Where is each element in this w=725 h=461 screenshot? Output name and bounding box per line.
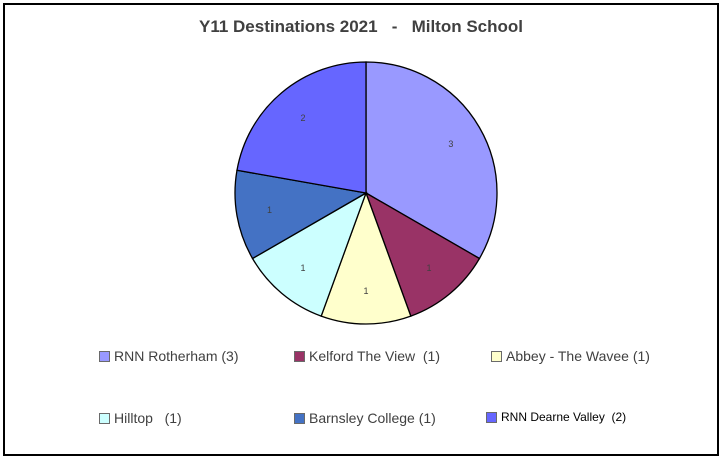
pie-slice — [234, 169, 368, 260]
legend-item: RNN Dearne Valley (2) — [486, 410, 626, 424]
chart-frame: Y11 Destinations 2021 - Milton School 3 1… — [3, 3, 719, 456]
legend-swatch — [294, 412, 305, 424]
legend-item: Barnsley College (1) — [294, 410, 436, 426]
legend-item: Abbey - The Wavee (1) — [491, 348, 650, 364]
pie-slice — [365, 61, 498, 260]
legend-label: Hilltop (1) — [114, 410, 182, 426]
legend-label: Barnsley College (1) — [309, 410, 436, 426]
pie-slice — [251, 191, 368, 317]
legend-item: Kelford The View (1) — [294, 348, 440, 364]
slice-data-label: 1 — [426, 263, 431, 273]
slice-data-label: 1 — [300, 263, 305, 273]
legend-swatch — [99, 350, 110, 362]
pie-chart: 3 1 1 1 1 2 — [234, 61, 498, 325]
legend-label: Abbey - The Wavee (1) — [506, 348, 650, 364]
pie-slice — [236, 61, 367, 194]
legend-swatch — [486, 411, 497, 423]
legend-label: RNN Rotherham (3) — [114, 348, 239, 364]
legend-item: RNN Rotherham (3) — [99, 348, 238, 364]
legend-label: Kelford The View (1) — [309, 348, 440, 364]
slice-data-label: 1 — [267, 205, 272, 215]
slice-data-label: 2 — [300, 113, 305, 123]
pie-slice — [320, 191, 412, 325]
slice-data-label: 3 — [448, 139, 453, 149]
legend-label: RNN Dearne Valley (2) — [501, 410, 627, 424]
legend-swatch — [294, 350, 305, 362]
slice-data-label: 1 — [363, 286, 368, 296]
legend-swatch — [99, 412, 110, 424]
legend-item: Hilltop (1) — [99, 410, 182, 426]
legend-swatch — [491, 350, 502, 362]
chart-title: Y11 Destinations 2021 - Milton School — [198, 17, 524, 36]
pie-slice — [364, 191, 481, 317]
